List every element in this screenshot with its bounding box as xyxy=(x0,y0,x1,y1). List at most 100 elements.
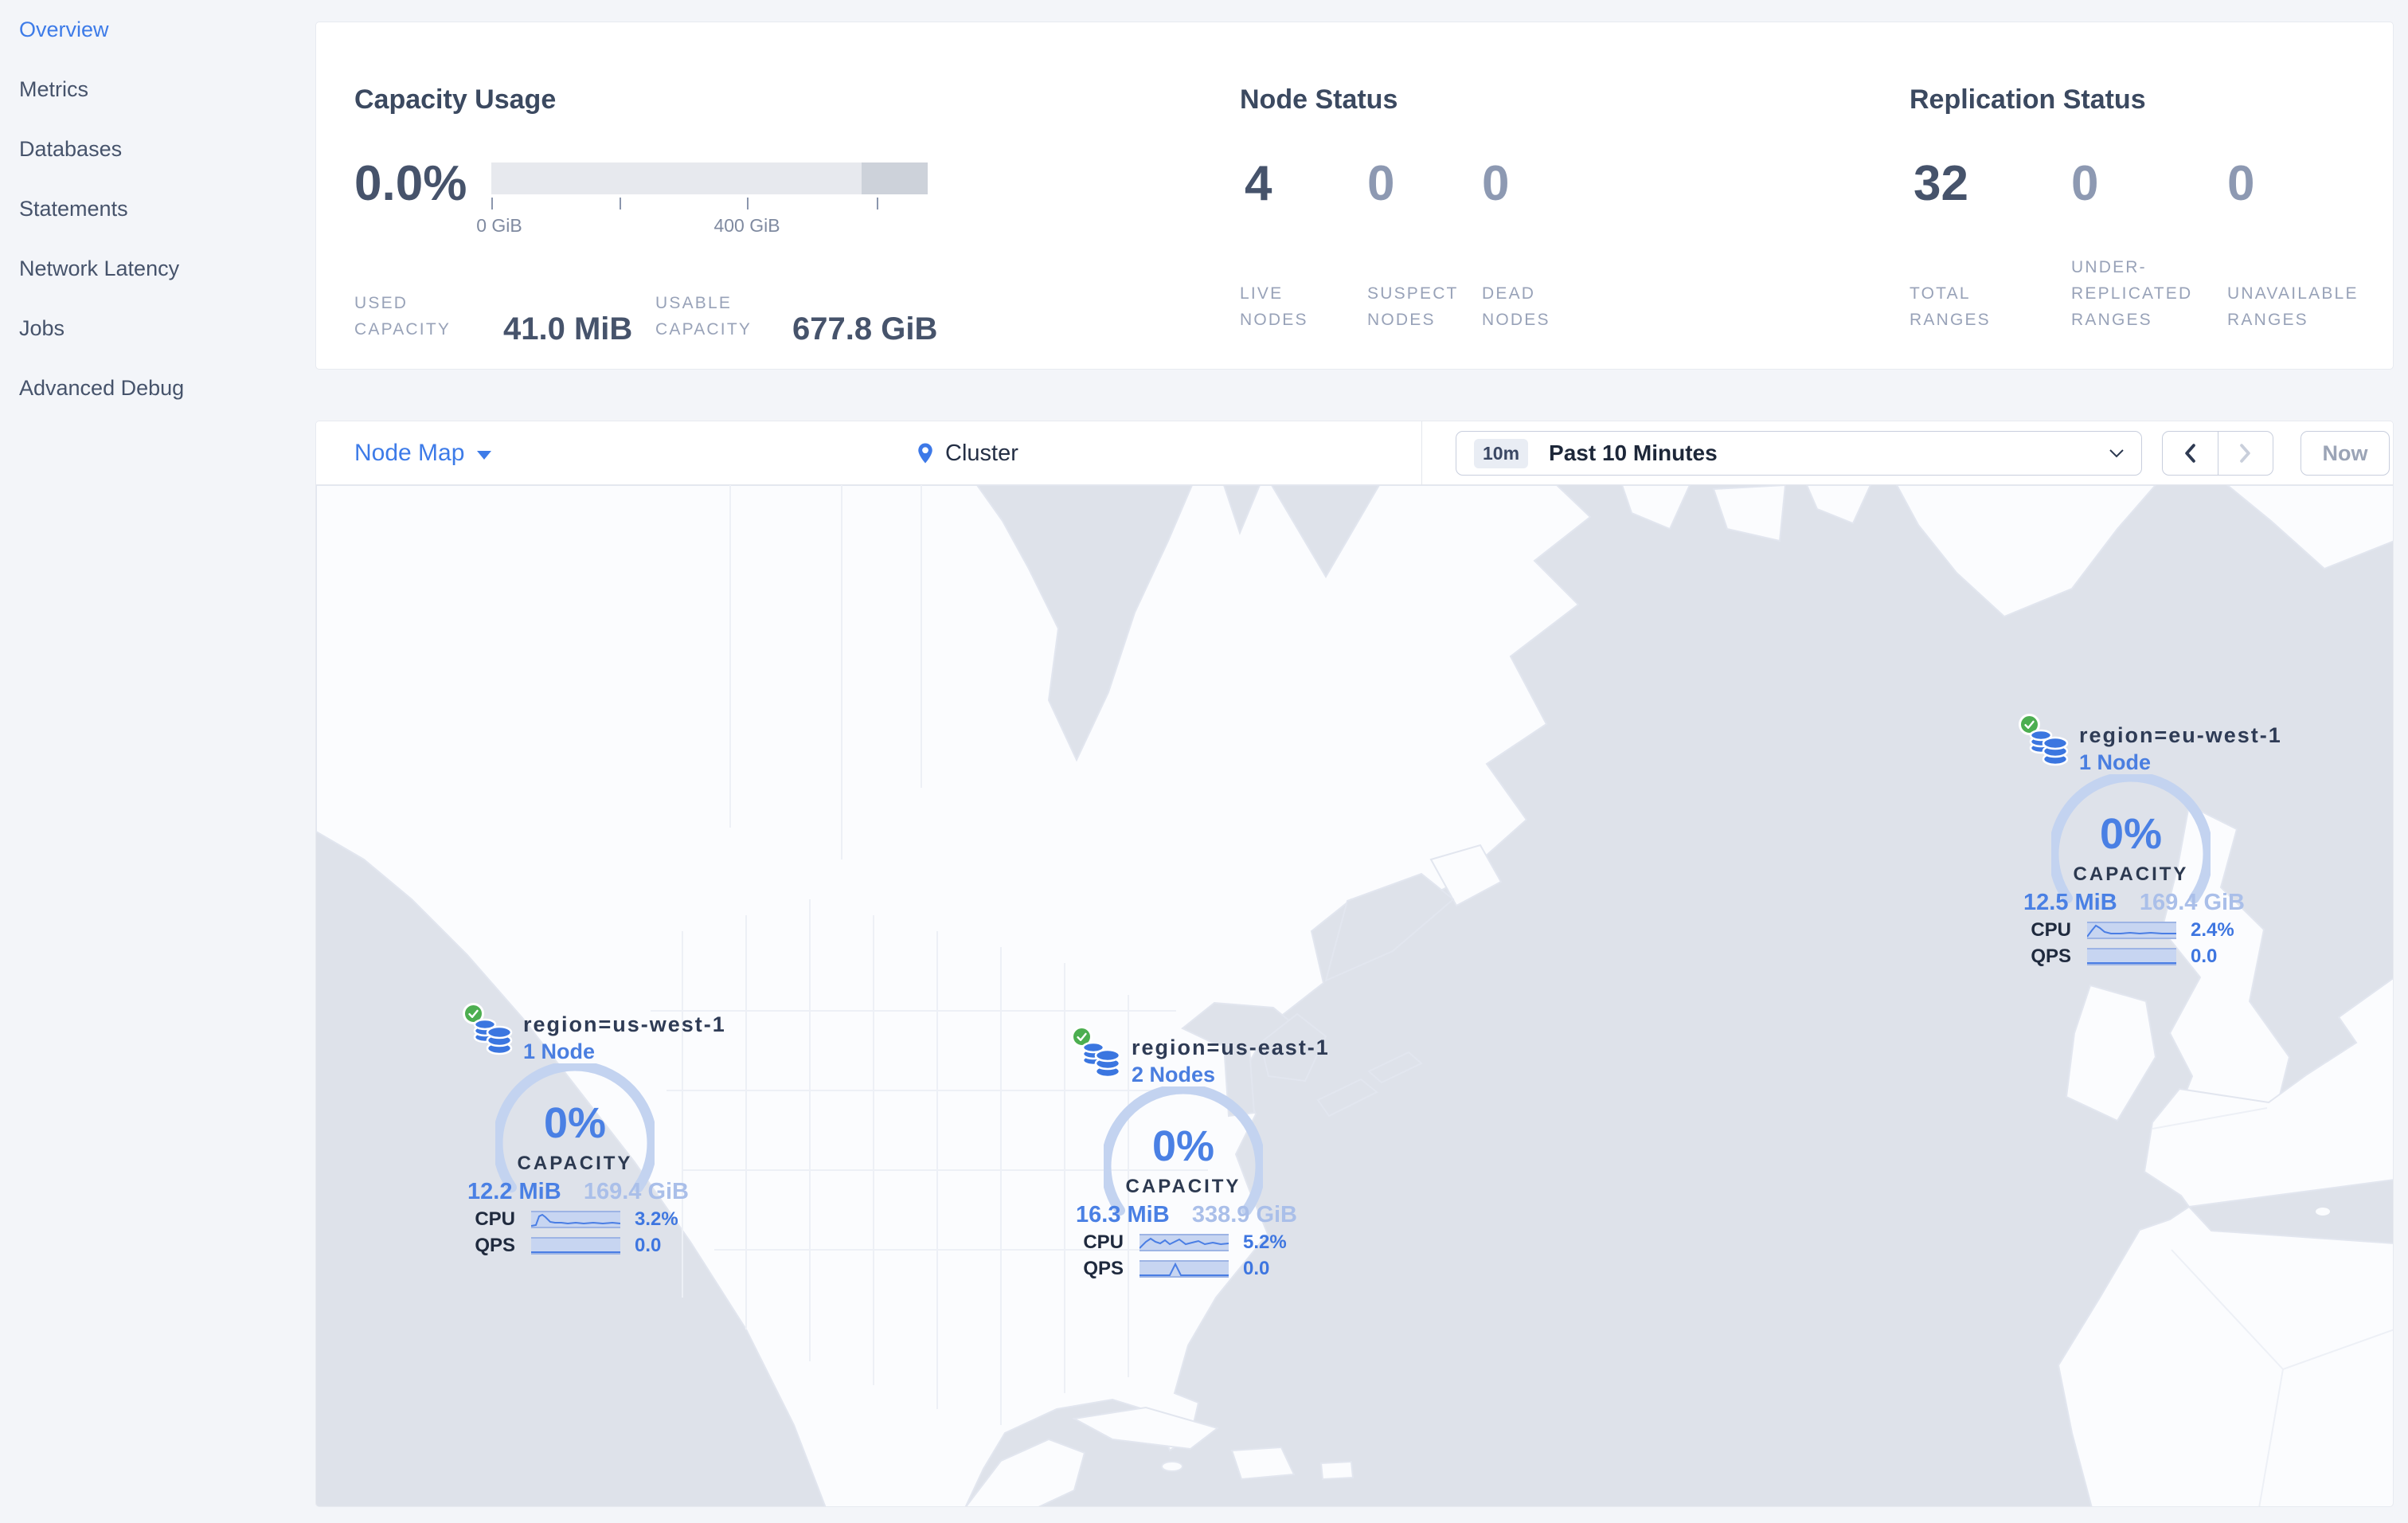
world-map-graphic xyxy=(316,485,2393,1506)
suspect-nodes-value: 0 xyxy=(1367,156,1395,211)
total-ranges-label: TOTAL RANGES xyxy=(1910,284,1991,329)
gauge-arc xyxy=(492,1060,658,1193)
region-usable-capacity: 169.4 GiB xyxy=(2139,890,2245,915)
region-node-count-link[interactable]: 1 Node xyxy=(2079,750,2152,774)
gauge-caption: CAPACITY xyxy=(1125,1176,1241,1197)
time-window-dropdown[interactable]: 10m Past 10 Minutes xyxy=(1456,431,2142,476)
time-window-label: Past 10 Minutes xyxy=(1549,440,1718,465)
sidebar-item-metrics[interactable]: Metrics xyxy=(19,77,88,101)
map-toolbar: Node Map Cluster 10m Past 10 Minutes xyxy=(316,421,2393,485)
chevron-left-icon xyxy=(2185,444,2196,463)
cpu-value: 5.2% xyxy=(1243,1231,1287,1253)
region-used-capacity: 12.5 MiB xyxy=(2023,890,2117,915)
dead-nodes-value: 0 xyxy=(1482,156,1510,211)
next-window-button[interactable] xyxy=(2218,432,2273,475)
used-capacity-value: 41.0 MiB xyxy=(503,311,633,346)
sidebar-item-databases[interactable]: Databases xyxy=(19,137,123,161)
gauge-arc xyxy=(1100,1083,1266,1216)
unavailable-ranges-label: UNAVAILABLE RANGES xyxy=(2227,284,2359,329)
time-window-badge: 10m xyxy=(1474,438,1529,468)
gauge-percent: 0% xyxy=(543,1099,607,1147)
region-used-capacity: 16.3 MiB xyxy=(1076,1202,1170,1227)
chevron-down-icon xyxy=(477,450,492,460)
cpu-sparkline xyxy=(531,1211,620,1228)
region-node-count-link[interactable]: 1 Node xyxy=(523,1039,596,1063)
region-usable-capacity: 338.9 GiB xyxy=(1191,1202,1297,1227)
database-stack-icon xyxy=(1081,1041,1121,1079)
cluster-summary-card: Capacity Usage 0.0% 0 GiB 400 GiB USED C… xyxy=(315,22,2394,370)
usable-capacity-value: 677.8 GiB xyxy=(792,311,938,346)
database-stack-icon xyxy=(2029,729,2069,766)
gauge-percent: 0% xyxy=(1151,1122,1215,1170)
qps-label: QPS xyxy=(1083,1258,1124,1279)
capacity-axis-tick xyxy=(491,198,493,209)
capacity-percent: 0.0% xyxy=(354,156,467,211)
node-map-card: Node Map Cluster 10m Past 10 Minutes xyxy=(315,421,2394,1507)
usable-capacity-label: USABLE CAPACITY xyxy=(655,294,752,339)
region-name: region=us-east-1 xyxy=(1132,1036,1330,1059)
gauge-caption: CAPACITY xyxy=(2073,863,2189,885)
cpu-value: 2.4% xyxy=(2191,919,2234,941)
now-button[interactable]: Now xyxy=(2300,431,2390,476)
capacity-usage-title: Capacity Usage xyxy=(354,84,557,115)
unavailable-ranges-value: 0 xyxy=(2227,156,2255,211)
capacity-gauge: 0% CAPACITY xyxy=(492,1060,658,1223)
total-ranges-value: 32 xyxy=(1914,156,1968,211)
qps-sparkline xyxy=(2087,948,2176,965)
region-used-capacity: 12.2 MiB xyxy=(467,1179,561,1204)
sidebar-item-statements[interactable]: Statements xyxy=(19,197,128,221)
qps-value: 0.0 xyxy=(635,1235,662,1256)
cpu-sparkline xyxy=(2087,922,2176,939)
live-nodes-value: 4 xyxy=(1245,156,1272,211)
map-pin-icon xyxy=(918,443,932,464)
capacity-axis-label-400: 400 GiB xyxy=(713,215,780,236)
qps-value: 0.0 xyxy=(2191,946,2218,967)
view-mode-label: Node Map xyxy=(354,440,465,466)
cpu-label: CPU xyxy=(1083,1231,1124,1253)
cpu-label: CPU xyxy=(475,1208,515,1230)
under-replicated-ranges-label: UNDER-REPLICATED RANGES xyxy=(2071,258,2193,329)
toolbar-divider xyxy=(1421,421,1422,485)
gauge-percent: 0% xyxy=(2099,810,2163,858)
view-mode-dropdown[interactable]: Node Map xyxy=(354,421,492,485)
sidebar: Overview Metrics Databases Statements Ne… xyxy=(0,0,312,1523)
time-window-stepper xyxy=(2162,431,2273,476)
capacity-axis-tick xyxy=(877,198,878,209)
suspect-nodes-label: SUSPECT NODES xyxy=(1367,284,1459,329)
capacity-axis-label-0: 0 GiB xyxy=(476,215,522,236)
database-stack-icon xyxy=(473,1018,513,1055)
chevron-down-icon xyxy=(2109,448,2124,457)
node-map-canvas[interactable]: region=us-west-1 1 Node 0% CAPACITY 12.2… xyxy=(316,485,2393,1506)
live-nodes-label: LIVE NODES xyxy=(1240,284,1308,329)
capacity-gauge: 0% CAPACITY xyxy=(2048,771,2214,934)
capacity-bar xyxy=(491,162,928,194)
capacity-bar-reserved-segment xyxy=(862,162,928,194)
qps-sparkline xyxy=(531,1237,620,1255)
chevron-right-icon xyxy=(2239,444,2250,463)
capacity-axis-tick xyxy=(747,198,749,209)
sidebar-item-network-latency[interactable]: Network Latency xyxy=(19,256,180,280)
dead-nodes-label: DEAD NODES xyxy=(1482,284,1550,329)
qps-value: 0.0 xyxy=(1243,1258,1270,1279)
breadcrumb-cluster-label: Cluster xyxy=(945,440,1018,466)
capacity-axis-tick xyxy=(620,198,621,209)
qps-label: QPS xyxy=(2031,946,2071,967)
sidebar-item-jobs[interactable]: Jobs xyxy=(19,316,65,340)
node-status-title: Node Status xyxy=(1240,84,1398,115)
used-capacity-label: USED CAPACITY xyxy=(354,294,452,339)
sidebar-item-advanced-debug[interactable]: Advanced Debug xyxy=(19,376,185,400)
gauge-caption: CAPACITY xyxy=(517,1153,633,1174)
previous-window-button[interactable] xyxy=(2163,432,2218,475)
under-replicated-ranges-value: 0 xyxy=(2071,156,2099,211)
sidebar-item-overview[interactable]: Overview xyxy=(19,18,109,41)
region-usable-capacity: 169.4 GiB xyxy=(583,1179,689,1204)
qps-sparkline xyxy=(1140,1260,1229,1278)
capacity-gauge: 0% CAPACITY xyxy=(1100,1083,1266,1246)
cpu-sparkline xyxy=(1140,1234,1229,1251)
replication-status-title: Replication Status xyxy=(1910,84,2146,115)
cpu-value: 3.2% xyxy=(635,1208,678,1230)
breadcrumb[interactable]: Cluster xyxy=(913,421,1018,485)
region-node-count-link[interactable]: 2 Nodes xyxy=(1132,1063,1216,1086)
cpu-label: CPU xyxy=(2031,919,2071,941)
gauge-arc xyxy=(2048,771,2214,904)
